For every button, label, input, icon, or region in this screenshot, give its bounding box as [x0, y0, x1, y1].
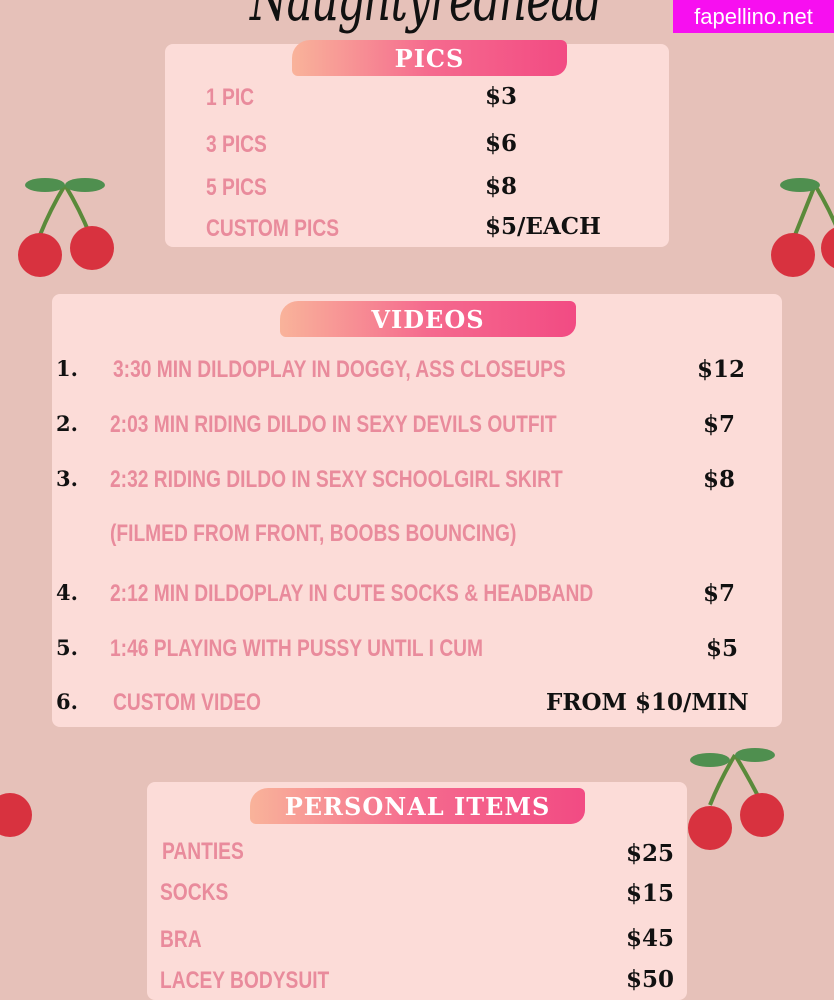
pics-heading: PICS: [292, 40, 567, 76]
video-price: $5: [706, 635, 739, 662]
page-title: Naughtyredhead: [250, 0, 603, 35]
video-item: 3:30 MIN DILDOPLAY IN DOGGY, ASS CLOSEUP…: [113, 356, 566, 383]
video-price: $8: [703, 466, 736, 493]
video-item: 1:46 PLAYING WITH PUSSY UNTIL I CUM: [110, 635, 484, 662]
cherry-icon: [688, 748, 784, 850]
personal-item: SOCKS: [160, 879, 229, 906]
video-price: $7: [703, 580, 736, 607]
cherry-icon: [771, 178, 834, 277]
video-number: 3.: [56, 466, 78, 491]
video-item: CUSTOM VIDEO: [113, 689, 261, 716]
personal-item: BRA: [160, 926, 202, 953]
video-item: 2:12 MIN DILDOPLAY IN CUTE SOCKS & HEADB…: [110, 580, 594, 607]
pics-item: CUSTOM PICS: [206, 215, 339, 242]
personal-item: LACEY BODYSUIT: [160, 967, 330, 994]
pics-price: $8: [485, 173, 518, 200]
pics-item: 5 PICS: [206, 174, 267, 201]
pics-price: $6: [485, 130, 518, 157]
personal-price: $50: [626, 966, 675, 993]
personal-item: PANTIES: [162, 838, 244, 865]
personal-price: $15: [626, 880, 675, 907]
pics-item: 3 PICS: [206, 131, 267, 158]
cherry-icon: [0, 793, 32, 837]
video-item: 2:03 MIN RIDING DILDO IN SEXY DEVILS OUT…: [110, 411, 557, 438]
video-price: $7: [703, 411, 736, 438]
video-number: 6.: [56, 689, 78, 714]
video-price: $12: [697, 356, 746, 383]
video-number: 1.: [56, 356, 78, 381]
video-price: FROM $10/MIN: [546, 689, 749, 716]
videos-panel: [52, 294, 782, 727]
pics-price: $5/EACH: [485, 213, 601, 240]
pics-price: $3: [485, 83, 518, 110]
video-number: 5.: [56, 635, 78, 660]
videos-heading: VIDEOS: [280, 301, 576, 337]
video-number: 4.: [56, 580, 78, 605]
watermark: fapellino.net: [673, 0, 834, 33]
cherry-icon: [18, 178, 114, 277]
personal-heading: PERSONAL ITEMS: [250, 788, 585, 824]
personal-price: $45: [626, 925, 675, 952]
pics-panel: [165, 44, 669, 247]
video-item-detail: (FILMED FROM FRONT, BOOBS BOUNCING): [110, 520, 517, 547]
personal-price: $25: [626, 840, 675, 867]
video-number: 2.: [56, 411, 78, 436]
video-item: 2:32 RIDING DILDO IN SEXY SCHOOLGIRL SKI…: [110, 466, 563, 493]
pics-item: 1 PIC: [206, 84, 255, 111]
